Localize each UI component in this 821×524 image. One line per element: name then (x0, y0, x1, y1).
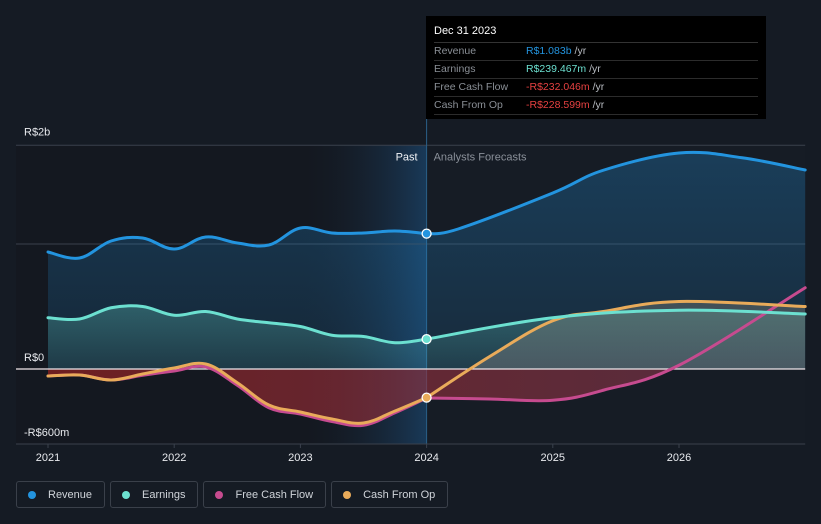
earnings-past-line (46, 304, 429, 345)
tooltip-label: Earnings (434, 63, 476, 75)
legend-item-free-cash-flow[interactable]: Free Cash Flow (203, 481, 327, 508)
free-cash-flow-forecast-line (425, 286, 807, 403)
legend-label: Cash From Op (363, 488, 436, 501)
cash-from-op-past-line (46, 361, 429, 425)
tooltip-row-cash-from-op: Cash From Op -R$228.599m /yr (434, 97, 758, 115)
tooltip-value: R$1.083b (526, 45, 572, 57)
tooltip-unit: /yr (592, 99, 605, 111)
tooltip-date: Dec 31 2023 (434, 24, 758, 43)
legend-label: Earnings (142, 488, 186, 501)
legend: Revenue Earnings Free Cash Flow Cash Fro… (16, 481, 449, 508)
legend-item-cash-from-op[interactable]: Cash From Op (331, 481, 449, 508)
x-tick-label: 2025 (541, 452, 565, 464)
legend-dot-icon (215, 490, 224, 499)
y-tick-label: -R$600m (24, 427, 69, 439)
tooltip-row-free-cash-flow: Free Cash Flow -R$232.046m /yr (434, 79, 758, 97)
revenue-past-line (46, 226, 429, 260)
tooltip: Dec 31 2023 Revenue R$1.083b /yr Earning… (426, 16, 766, 119)
earnings-forecast-line (425, 308, 807, 341)
tooltip-unit: /yr (589, 63, 601, 75)
earnings-marker (421, 333, 432, 345)
forecast-region-label: Analysts Forecasts (434, 151, 527, 163)
tooltip-value: -R$228.599m (526, 99, 590, 111)
x-tick-label: 2022 (162, 452, 186, 464)
tooltip-label: Free Cash Flow (434, 81, 509, 93)
tooltip-label: Revenue (434, 45, 477, 57)
legend-item-earnings[interactable]: Earnings (110, 481, 199, 508)
legend-item-revenue[interactable]: Revenue (16, 481, 106, 508)
legend-dot-icon (122, 490, 131, 499)
y-tick-label: R$2b (24, 126, 50, 138)
y-tick-label: R$0 (24, 352, 44, 364)
tooltip-unit: /yr (574, 45, 587, 57)
tooltip-unit: /yr (592, 81, 605, 93)
legend-label: Free Cash Flow (235, 488, 314, 501)
past-region-label: Past (396, 151, 418, 163)
tooltip-value: R$239.467m (526, 63, 587, 75)
revenue-forecast-line (425, 150, 807, 236)
revenue-marker (421, 228, 432, 239)
legend-dot-icon (28, 490, 36, 499)
x-tick-label: 2024 (414, 452, 438, 464)
cash-from-op-forecast-area (426, 301, 806, 369)
tooltip-label: Cash From Op (434, 99, 503, 111)
tooltip-value: -R$232.046m (526, 81, 590, 93)
tooltip-row-revenue: Revenue R$1.083b /yr (434, 43, 758, 61)
legend-dot-icon (343, 490, 352, 499)
x-tick-label: 2023 (288, 452, 312, 464)
x-tick-label: 2026 (667, 452, 691, 464)
cash-from-op-marker (421, 392, 432, 403)
x-tick-label: 2021 (36, 452, 60, 464)
tooltip-row-earnings: Earnings R$239.467m /yr (434, 61, 758, 79)
legend-label: Revenue (48, 488, 93, 501)
